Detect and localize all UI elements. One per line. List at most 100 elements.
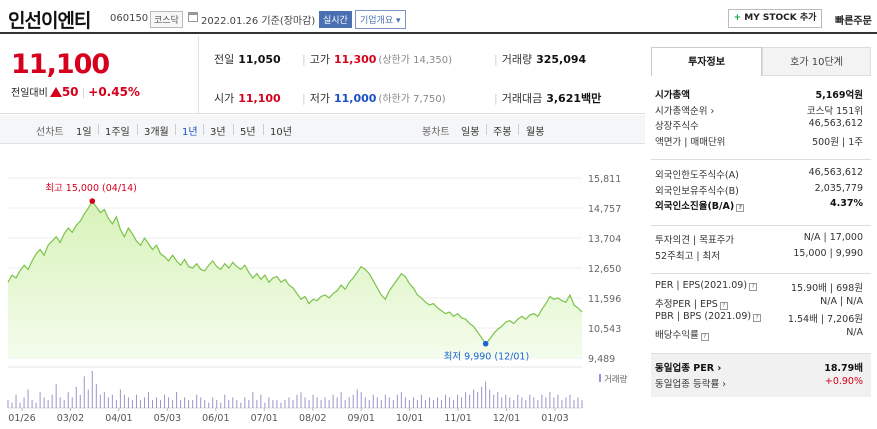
high-label: 고가 [309, 53, 330, 66]
y-tick-label: 10,543 [588, 324, 621, 335]
x-tick-label: 12/01 [493, 413, 520, 424]
market-badge: 코스닥 [150, 11, 183, 28]
low-annotation: 최저 9,990 (12/01) [444, 352, 530, 363]
volume: | 거래량 325,094 [494, 53, 587, 66]
tab-order-book[interactable]: 호가 10단계 [762, 47, 871, 76]
info-label: 추정PER | EPS? [655, 296, 728, 310]
info-row: 52주최고 | 최저 15,000 | 9,990 [655, 248, 863, 263]
x-tick-label: 08/02 [299, 413, 326, 424]
info-label: 액면가 | 매매단위 [655, 136, 726, 148]
info-label: PER | EPS(2021.09)? [655, 280, 758, 291]
info-value: N/A | 17,000 [803, 232, 863, 243]
period-3m[interactable]: 3개월 [144, 127, 169, 138]
candle-chart-label: 봉차트 [422, 127, 450, 138]
lower-limit: (하한가 7,750) [378, 94, 446, 105]
amount-value: 3,621백만 [546, 92, 602, 105]
info-row: 배당수익률? N/A [655, 327, 863, 342]
info-value: 46,563,612 [808, 118, 863, 129]
info-label: 투자의견 | 목표주가 [655, 235, 735, 246]
help-icon[interactable]: ? [749, 283, 758, 291]
period-1w[interactable]: 1주일 [105, 127, 130, 138]
y-tick-label: 14,757 [588, 204, 621, 215]
realtime-badge[interactable]: 실시간 [319, 11, 352, 28]
info-row: 추정PER | EPS? N/A | N/A [655, 296, 863, 311]
y-tick-label: 12,650 [588, 264, 621, 275]
open-value: 11,100 [238, 92, 281, 105]
period-10y[interactable]: 10년 [270, 127, 292, 138]
volume-legend-swatch [599, 374, 601, 382]
open-price: 시가 11,100 [214, 90, 281, 106]
info-row: 동일업종 등락률 › +0.90% [655, 376, 863, 391]
info-row: 투자의견 | 목표주가 N/A | 17,000 [655, 232, 863, 247]
info-value: 15.90배 | 698원 [790, 283, 863, 294]
divider [198, 36, 199, 113]
trade-amount: | 거래대금 3,621백만 [494, 92, 602, 105]
high-marker [89, 198, 96, 204]
help-icon[interactable]: ? [719, 301, 728, 310]
x-tick-label: 03/02 [57, 413, 84, 424]
info-divider [651, 159, 871, 160]
change-value: 50 [61, 85, 79, 99]
candle-weekly[interactable]: 주봉 [493, 127, 512, 138]
help-icon[interactable]: ? [753, 314, 762, 322]
info-label: 외국인소진율(B/A)? [655, 198, 745, 212]
price-chart[interactable]: 9,489 10,543 11,596 12,650 13,704 14,757 15,81… [0, 145, 645, 429]
period-selector: 선차트 1일 1주일 3개월 1년 3년 5년 10년 봉차트 일봉 주봉 월봉 [0, 115, 645, 144]
info-row: 동일업종 PER › 18.79배 [655, 360, 863, 375]
info-value: 코스닥 151위 [806, 105, 863, 117]
x-tick-label: 11/01 [444, 413, 471, 424]
info-row: 시가총액순위 › 코스닥 151위 [655, 103, 863, 118]
info-row: 시가총액 5,169억원 [655, 87, 863, 102]
help-icon[interactable]: ? [700, 332, 709, 341]
info-value: N/A | N/A [820, 295, 863, 307]
period-3y[interactable]: 3년 [210, 127, 226, 138]
plus-icon: + [733, 13, 742, 23]
tab-investment-info[interactable]: 투자정보 [651, 47, 762, 76]
info-row: PBR | BPS (2021.09)? 1.54배 | 7,206원 [655, 311, 863, 326]
info-value: 15,000 | 9,990 [793, 247, 863, 259]
high-price: | 고가 11,300 (상한가 14,350) [302, 53, 452, 66]
low-marker [482, 340, 489, 347]
company-name: 인선이엔티 [8, 10, 91, 32]
y-tick-label: 13,704 [588, 234, 621, 245]
stock-code: 060150 [110, 13, 149, 24]
period-1y[interactable]: 1년 [182, 127, 198, 138]
corp-info-button[interactable]: 기업개요 ▾ [355, 10, 406, 29]
calendar-icon [188, 12, 198, 22]
volume-label: 거래량 [604, 374, 628, 385]
candle-monthly[interactable]: 월봉 [526, 127, 545, 138]
info-label[interactable]: 시가총액순위 › [655, 105, 715, 117]
period-5y[interactable]: 5년 [240, 127, 256, 138]
period-1d[interactable]: 1일 [76, 127, 92, 138]
prev-close: 전일 11,050 [214, 51, 281, 67]
info-label[interactable]: 동일업종 PER › [655, 363, 722, 374]
change-percent: +0.45% [88, 85, 140, 99]
info-value: N/A [846, 326, 863, 338]
low-label: 저가 [309, 92, 330, 105]
industry-section [651, 354, 871, 397]
base-date: 2022.01.26 기준(장마감) [201, 16, 316, 27]
mystock-label: MY STOCK 추가 [744, 13, 817, 23]
x-tick-label: 06/01 [202, 413, 229, 424]
info-label[interactable]: 동일업종 등락률 › [655, 378, 727, 390]
info-value: 500원 | 1주 [812, 136, 863, 148]
upper-limit: (상한가 14,350) [378, 55, 452, 66]
candle-daily[interactable]: 일봉 [461, 127, 480, 138]
info-value: 5,169억원 [815, 90, 863, 101]
y-tick-label: 9,489 [588, 354, 615, 365]
high-annotation: 최고 15,000 (04/14) [45, 183, 137, 194]
info-label: PBR | BPS (2021.09)? [655, 311, 762, 322]
info-label: 시가총액 [655, 90, 690, 101]
high-value: 11,300 [333, 53, 377, 66]
x-tick-label: 10/01 [396, 413, 423, 424]
quick-order-button[interactable]: 빠른주문 [835, 16, 872, 27]
info-value: 1.54배 | 7,206원 [787, 314, 863, 325]
info-value: 2,035,779 [814, 182, 863, 194]
info-label: 외국인보유주식수(B) [655, 185, 739, 197]
help-icon[interactable]: ? [736, 204, 745, 212]
info-label: 상장주식수 [655, 121, 699, 132]
info-divider [651, 353, 871, 354]
mystock-add-button[interactable]: + MY STOCK 추가 [728, 9, 822, 28]
x-tick-label: 07/01 [251, 413, 278, 424]
